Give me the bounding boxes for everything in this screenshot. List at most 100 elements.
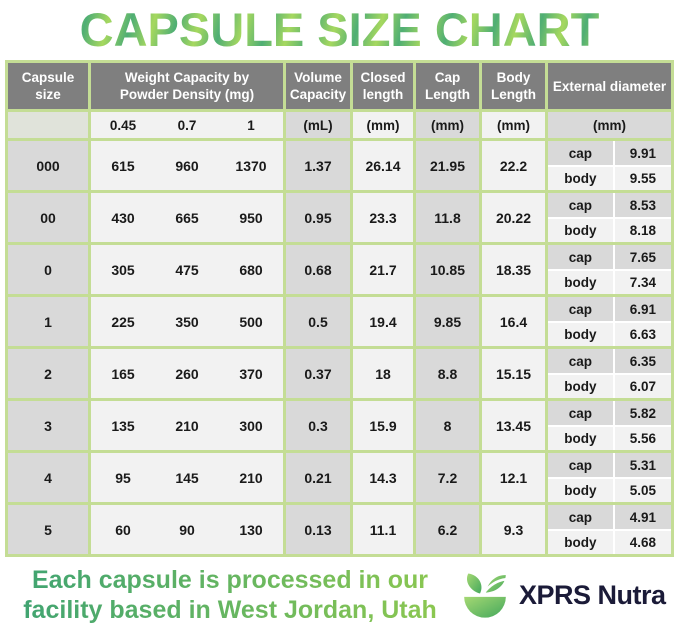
volume-capacity-cell: 0.68 bbox=[286, 245, 350, 295]
body-diameter-value: 6.07 bbox=[614, 374, 671, 399]
cap-length-cell: 9.85 bbox=[416, 297, 479, 347]
external-diameter-cell: cap 6.35 body 6.07 bbox=[548, 349, 671, 399]
weight-1-value: 370 bbox=[239, 365, 263, 382]
weight-07-value: 90 bbox=[179, 521, 195, 538]
body-length-cell: 20.22 bbox=[482, 193, 545, 243]
external-diameter-cell: cap 5.31 body 5.05 bbox=[548, 453, 671, 503]
cap-diameter-label: cap bbox=[548, 453, 613, 477]
weight-capacity-cell: 225 350 500 bbox=[91, 297, 283, 347]
closed-length-cell: 19.4 bbox=[353, 297, 413, 347]
subheader-body-unit: (mm) bbox=[482, 112, 545, 139]
body-diameter-value: 6.63 bbox=[614, 322, 671, 347]
external-diameter-cell: cap 6.91 body 6.63 bbox=[548, 297, 671, 347]
weight-capacity-cell: 60 90 130 bbox=[91, 505, 283, 555]
body-diameter-value: 7.34 bbox=[614, 270, 671, 295]
cap-diameter-value: 6.91 bbox=[614, 297, 671, 321]
weight-045-value: 95 bbox=[115, 469, 131, 486]
weight-07-value: 665 bbox=[175, 209, 199, 226]
external-diameter-cell: cap 8.53 body 8.18 bbox=[548, 193, 671, 243]
weight-045-value: 165 bbox=[111, 365, 135, 382]
brand-name: XPRS Nutra bbox=[519, 580, 666, 611]
capsule-size-cell: 000 bbox=[8, 141, 88, 191]
volume-capacity-cell: 0.3 bbox=[286, 401, 350, 451]
cap-diameter-label: cap bbox=[548, 193, 613, 217]
body-length-cell: 9.3 bbox=[482, 505, 545, 555]
capsule-size-cell: 3 bbox=[8, 401, 88, 451]
header-cap-length: Cap Length bbox=[416, 63, 479, 110]
weight-07-value: 210 bbox=[175, 417, 199, 434]
body-diameter-value: 4.68 bbox=[614, 530, 671, 555]
page-title: CAPSULE SIZE CHART bbox=[0, 1, 679, 58]
external-diameter-cell: cap 9.91 body 9.55 bbox=[548, 141, 671, 191]
subheader-cap-unit: (mm) bbox=[416, 112, 479, 139]
body-length-cell: 16.4 bbox=[482, 297, 545, 347]
closed-length-cell: 26.14 bbox=[353, 141, 413, 191]
closed-length-cell: 18 bbox=[353, 349, 413, 399]
weight-07-value: 475 bbox=[175, 261, 199, 278]
weight-045-value: 615 bbox=[111, 157, 135, 174]
capsule-size-cell: 5 bbox=[8, 505, 88, 555]
subheader-closed-unit: (mm) bbox=[353, 112, 413, 139]
body-diameter-label: body bbox=[548, 270, 613, 295]
body-length-cell: 13.45 bbox=[482, 401, 545, 451]
body-diameter-label: body bbox=[548, 478, 613, 503]
volume-capacity-cell: 0.95 bbox=[286, 193, 350, 243]
body-diameter-label: body bbox=[548, 322, 613, 347]
weight-07-value: 350 bbox=[175, 313, 199, 330]
brand-logo: XPRS Nutra bbox=[458, 571, 666, 621]
weight-capacity-cell: 615 960 1370 bbox=[91, 141, 283, 191]
weight-1-value: 210 bbox=[239, 469, 263, 486]
weight-capacity-cell: 430 665 950 bbox=[91, 193, 283, 243]
weight-1-value: 500 bbox=[239, 313, 263, 330]
weight-1-value: 300 bbox=[239, 417, 263, 434]
capsule-size-cell: 00 bbox=[8, 193, 88, 243]
cap-diameter-label: cap bbox=[548, 245, 613, 269]
subheader-volume-unit: (mL) bbox=[286, 112, 350, 139]
cap-length-cell: 6.2 bbox=[416, 505, 479, 555]
body-diameter-label: body bbox=[548, 530, 613, 555]
cap-diameter-label: cap bbox=[548, 297, 613, 321]
capsule-size-cell: 0 bbox=[8, 245, 88, 295]
closed-length-cell: 11.1 bbox=[353, 505, 413, 555]
weight-07-value: 145 bbox=[175, 469, 199, 486]
capsule-size-cell: 4 bbox=[8, 453, 88, 503]
weight-capacity-cell: 305 475 680 bbox=[91, 245, 283, 295]
body-length-cell: 12.1 bbox=[482, 453, 545, 503]
external-diameter-cell: cap 4.91 body 4.68 bbox=[548, 505, 671, 555]
weight-045-value: 225 bbox=[111, 313, 135, 330]
cap-diameter-label: cap bbox=[548, 141, 613, 165]
capsule-size-table: Capsule size Weight Capacity by Powder D… bbox=[5, 60, 674, 558]
subheader-density-1: 1 bbox=[247, 117, 255, 133]
closed-length-cell: 15.9 bbox=[353, 401, 413, 451]
subheader-density-045: 0.45 bbox=[109, 117, 137, 133]
external-diameter-cell: cap 7.65 body 7.34 bbox=[548, 245, 671, 295]
body-diameter-label: body bbox=[548, 426, 613, 451]
cap-diameter-label: cap bbox=[548, 401, 613, 425]
cap-diameter-label: cap bbox=[548, 505, 613, 529]
footer: Each capsule is processed in our facilit… bbox=[0, 566, 679, 625]
volume-capacity-cell: 1.37 bbox=[286, 141, 350, 191]
body-length-cell: 18.35 bbox=[482, 245, 545, 295]
cap-length-cell: 7.2 bbox=[416, 453, 479, 503]
cap-length-cell: 10.85 bbox=[416, 245, 479, 295]
header-capsule-size: Capsule size bbox=[8, 63, 88, 110]
external-diameter-cell: cap 5.82 body 5.56 bbox=[548, 401, 671, 451]
closed-length-cell: 14.3 bbox=[353, 453, 413, 503]
weight-capacity-cell: 135 210 300 bbox=[91, 401, 283, 451]
weight-1-value: 950 bbox=[239, 209, 263, 226]
header-weight-capacity-label: Weight Capacity by Powder Density (mg) bbox=[119, 69, 255, 103]
header-closed-length: Closed length bbox=[353, 63, 413, 110]
volume-capacity-cell: 0.5 bbox=[286, 297, 350, 347]
capsule-size-cell: 1 bbox=[8, 297, 88, 347]
weight-capacity-cell: 165 260 370 bbox=[91, 349, 283, 399]
weight-045-value: 135 bbox=[111, 417, 135, 434]
cap-length-cell: 8.8 bbox=[416, 349, 479, 399]
header-body-length: Body Length bbox=[482, 63, 545, 110]
body-diameter-value: 5.05 bbox=[614, 478, 671, 503]
leaf-bowl-icon bbox=[464, 573, 508, 618]
body-diameter-label: body bbox=[548, 218, 613, 243]
cap-diameter-value: 6.35 bbox=[614, 349, 671, 373]
cap-diameter-value: 5.82 bbox=[614, 401, 671, 425]
footer-note-line1: Each capsule is processed in our bbox=[32, 566, 428, 595]
capsule-size-chart-page: CAPSULE SIZE CHART Capsule size Weight C… bbox=[0, 1, 679, 625]
